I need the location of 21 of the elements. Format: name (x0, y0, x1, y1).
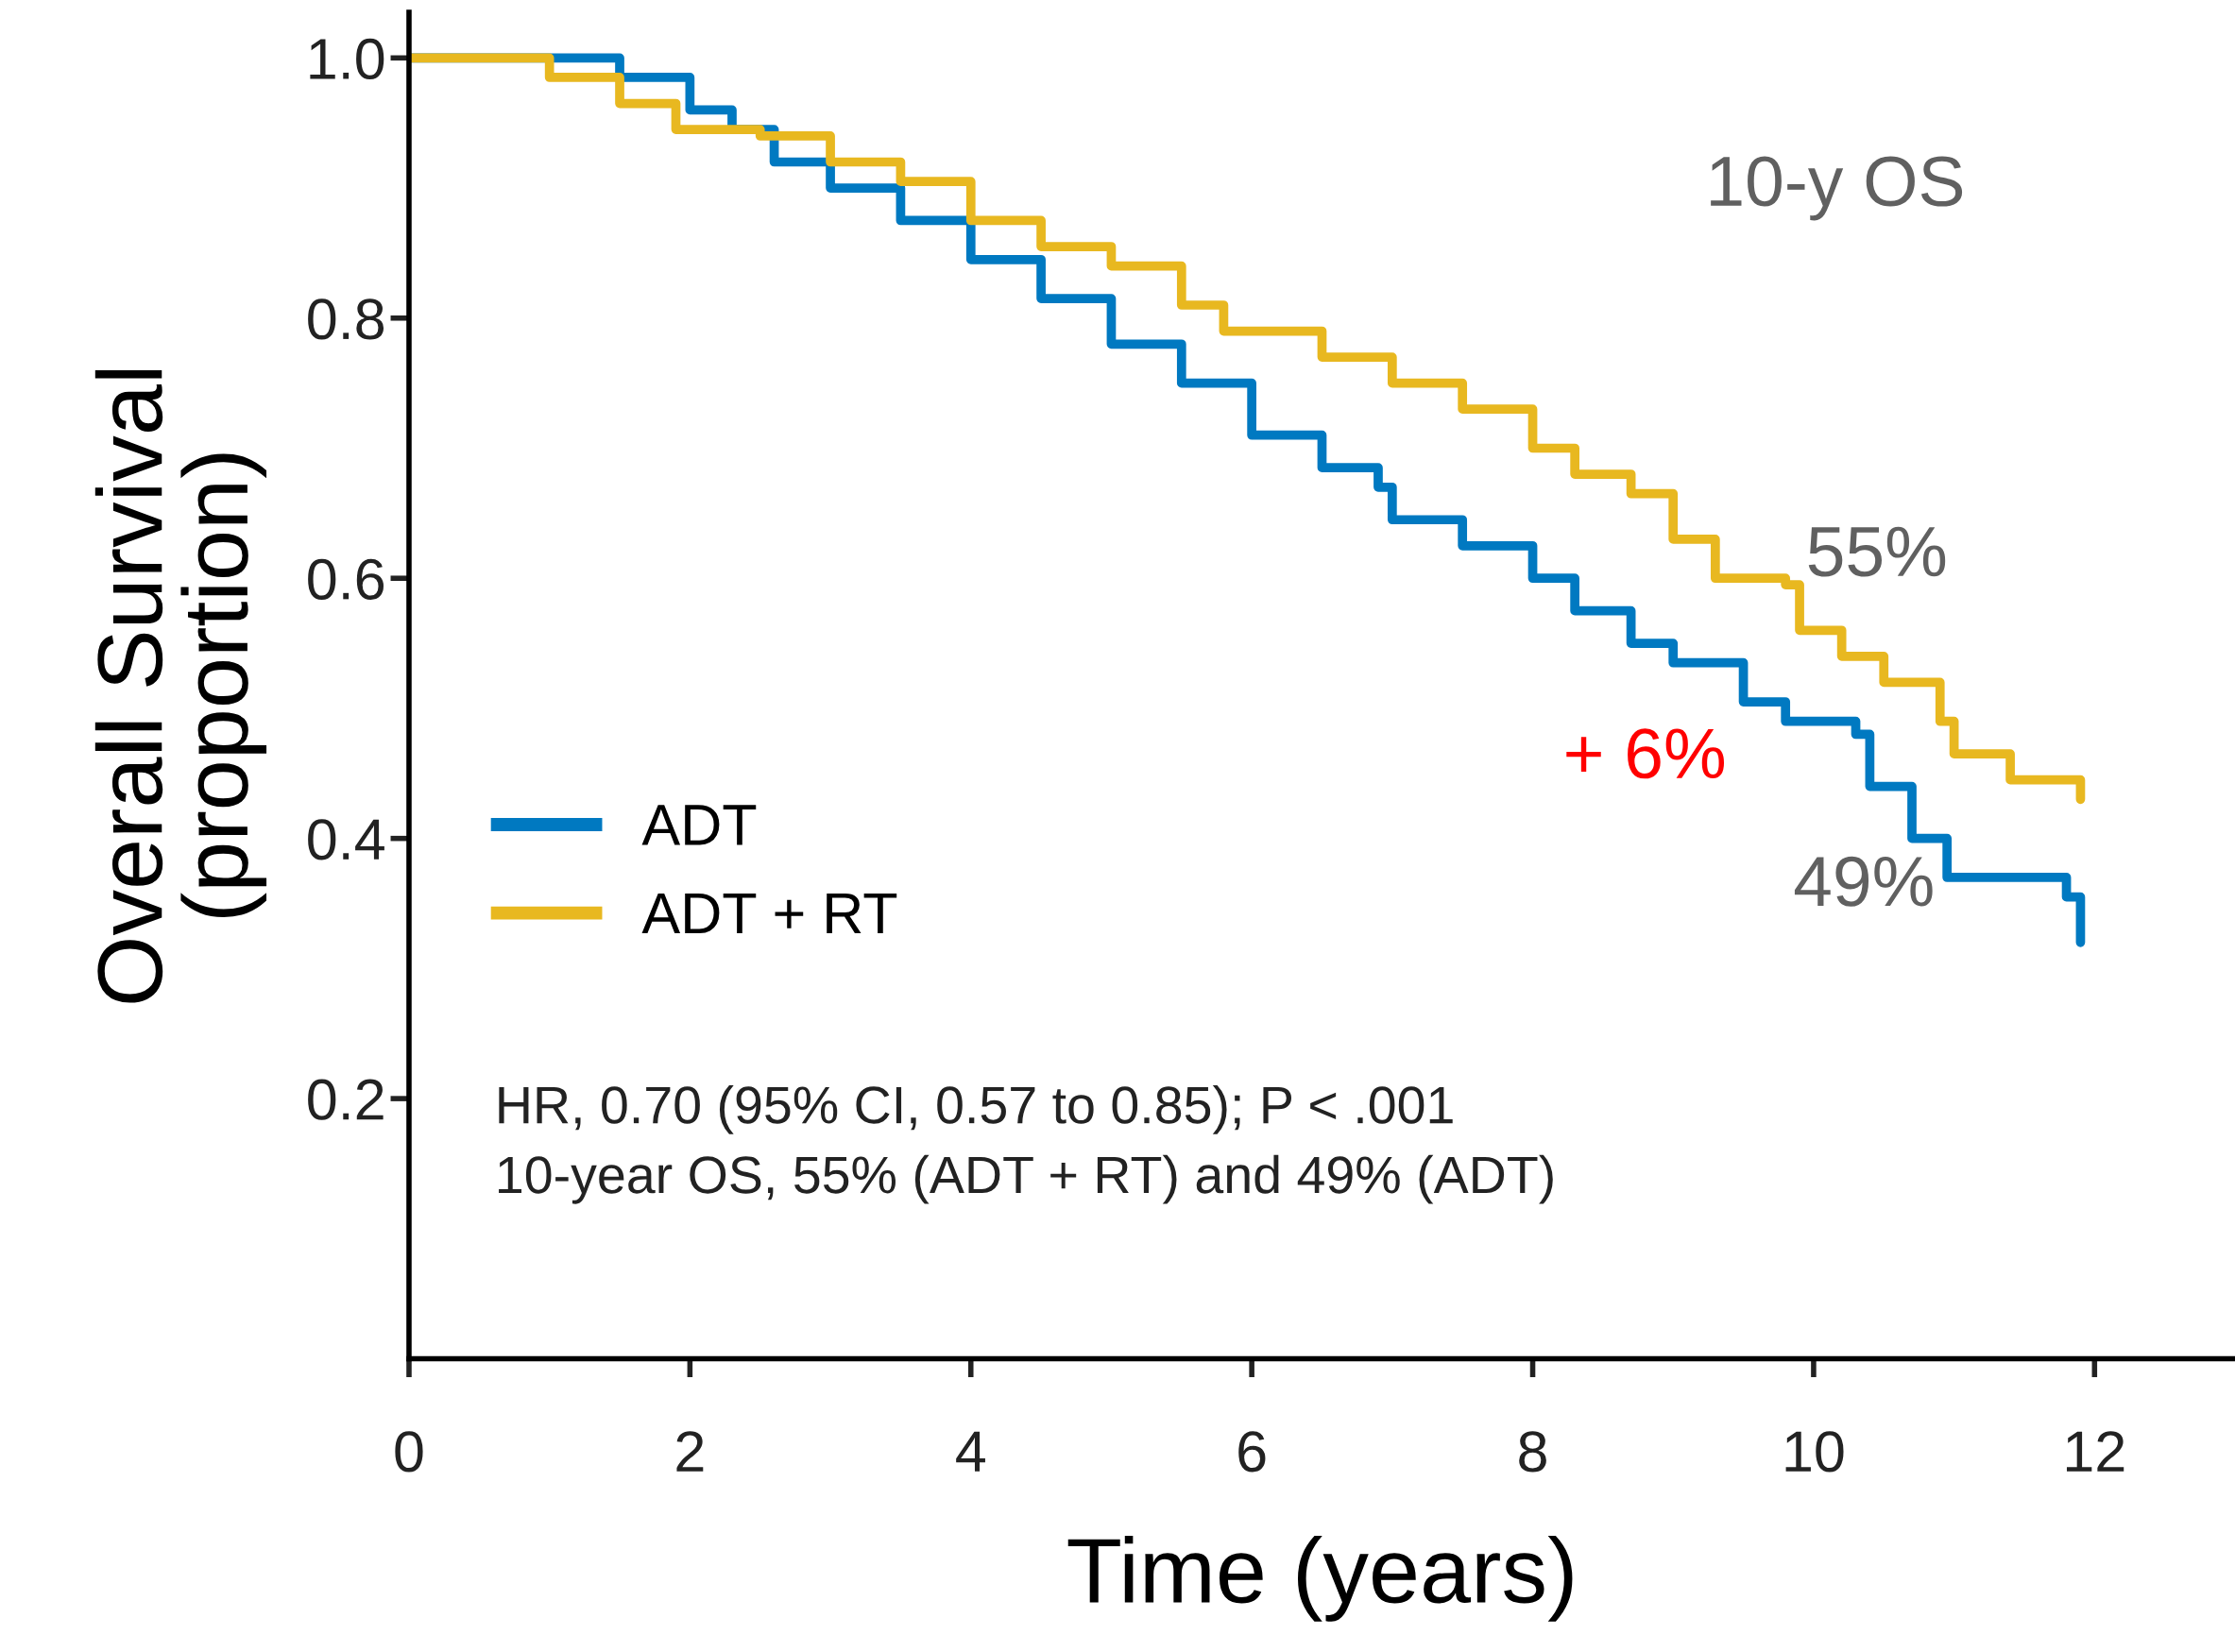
y-tick-label: 1.0 (310, 38, 384, 80)
annotation: + 6% (1566, 728, 1725, 779)
annotation: 10-y OS (1711, 156, 1963, 221)
y-tick-label: 0.2 (308, 1079, 384, 1120)
annotation: HR, 0.70 (95% CI, 0.57 to 0.85); P < .001 10-year OS, 55% (ADT + RT) and 49% (ADT) (499, 1084, 1553, 1204)
x-tick-label: 8 (1519, 1431, 1546, 1473)
legend-label: ADT + RT (641, 893, 897, 934)
y-tick-label: 0.6 (308, 558, 384, 600)
y-tick-label: 0.8 (308, 298, 384, 340)
x-tick-label: 4 (956, 1431, 985, 1472)
y-axis-title: Overall Survival (proportion) (94, 369, 267, 1003)
x-axis-title: Time (years) (1067, 1536, 1573, 1622)
x-tick-label: 10 (1785, 1431, 1844, 1473)
y-tick-label: 0.4 (308, 819, 384, 860)
annotation: 55% (1808, 526, 1946, 577)
x-tick-label: 6 (1238, 1431, 1266, 1473)
legend-label: ADT (641, 805, 757, 845)
annotation: 49% (1794, 856, 1933, 907)
x-tick-label: 0 (395, 1431, 423, 1473)
x-tick-label: 2 (676, 1431, 704, 1472)
x-tick-label: 12 (2066, 1431, 2124, 1472)
